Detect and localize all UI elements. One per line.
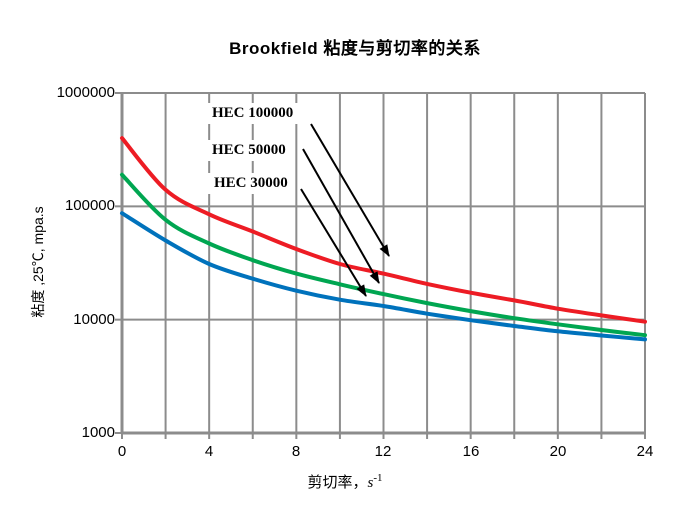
x-tick-label: 4 bbox=[204, 443, 214, 460]
y-tick-label: 1000000 bbox=[56, 84, 115, 101]
x-tick-label: 24 bbox=[636, 443, 654, 460]
y-tick-label: 100000 bbox=[64, 197, 115, 214]
x-axis-unit: s bbox=[367, 475, 374, 491]
chart-title: Brookfield 粘度与剪切率的关系 bbox=[229, 39, 481, 58]
x-tick-label: 12 bbox=[374, 443, 392, 460]
curve-hec-50000 bbox=[120, 172, 647, 338]
series-label-hec-30000: HEC 30000 bbox=[208, 173, 294, 194]
x-tick-label: 0 bbox=[117, 443, 127, 460]
x-tick-label: 16 bbox=[462, 443, 480, 460]
y-tick-label: 1000 bbox=[81, 424, 115, 441]
x-axis-title-text: 剪切率， bbox=[307, 474, 368, 491]
x-tick-label: 20 bbox=[549, 443, 567, 460]
series-label-hec-100000: HEC 100000 bbox=[206, 103, 300, 124]
y-tick-label: 10000 bbox=[73, 311, 115, 328]
annotation-arrow-hec-30000 bbox=[300, 188, 367, 297]
x-axis-unit-exponent: -1 bbox=[373, 472, 383, 484]
curve-hec-100000 bbox=[120, 136, 647, 324]
x-tick-label: 8 bbox=[291, 443, 301, 460]
series-label-hec-50000: HEC 50000 bbox=[206, 140, 292, 161]
annotation-arrow-hec-50000 bbox=[302, 148, 380, 284]
curve-hec-30000 bbox=[120, 211, 647, 342]
x-axis-title: 剪切率，s-1 bbox=[245, 471, 445, 492]
annotation-arrow-hec-100000 bbox=[310, 123, 390, 257]
